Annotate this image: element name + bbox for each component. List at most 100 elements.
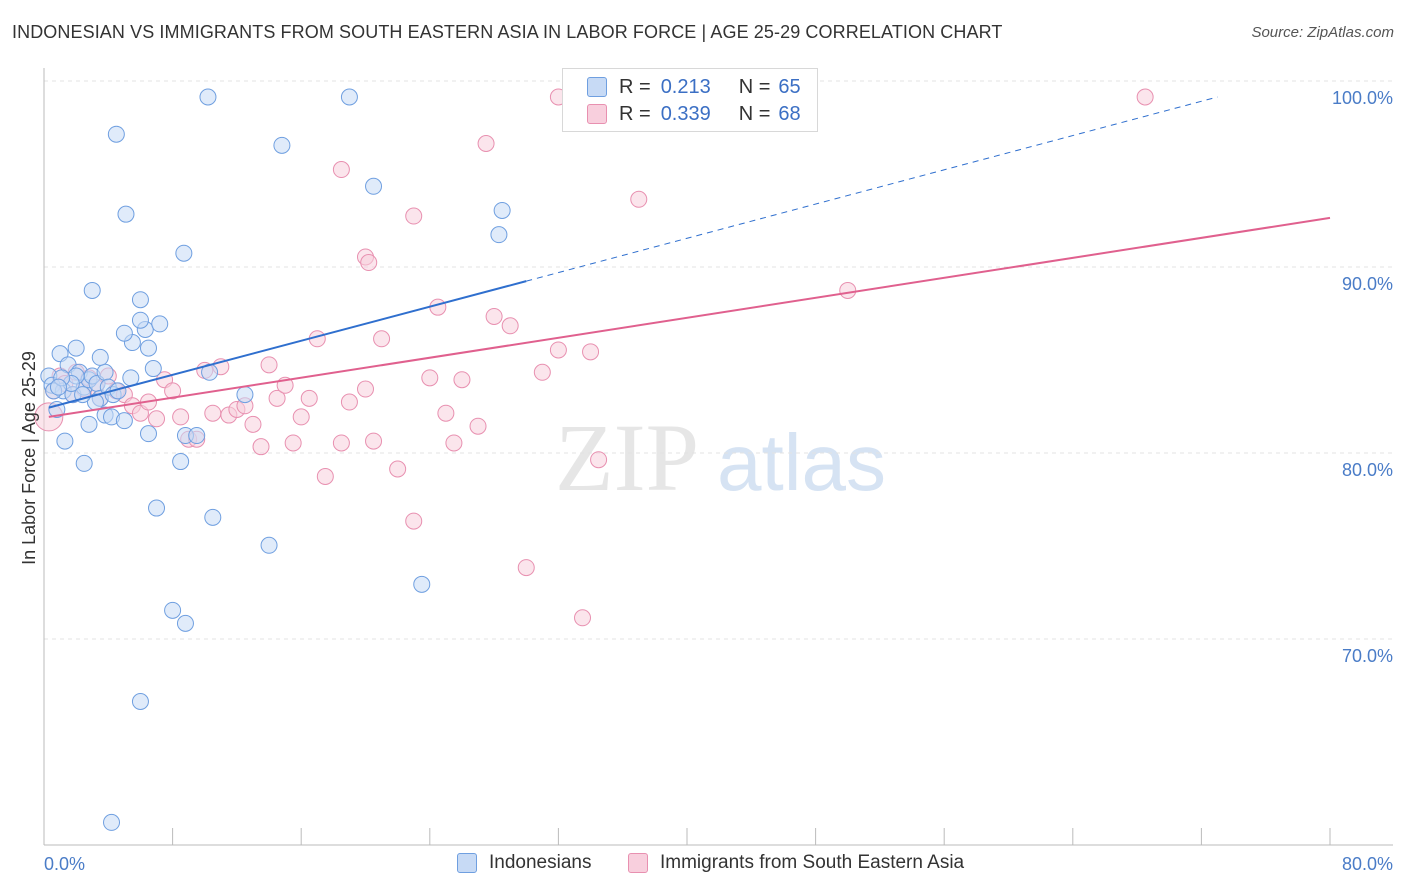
indonesian-point [164, 601, 182, 619]
indonesian-point [107, 125, 125, 143]
legend-n-label: N = [738, 102, 771, 125]
immigrant-point [268, 389, 286, 407]
legend-swatch-pink [587, 104, 607, 124]
indonesian-point [148, 499, 166, 517]
immigrant-point [340, 393, 358, 411]
chart-title: INDONESIAN VS IMMIGRANTS FROM SOUTH EAST… [12, 22, 1003, 42]
indonesian-point [176, 614, 194, 632]
indonesians-trend-extension [526, 96, 1218, 282]
immigrant-point [172, 408, 190, 426]
y-tick-label: 80.0% [1342, 460, 1393, 480]
immigrant-point [429, 298, 447, 316]
legend-item-immigrants[interactable]: Immigrants from South Eastern Asia [628, 852, 964, 874]
indonesian-point [273, 136, 291, 154]
immigrant-point [1136, 88, 1154, 106]
indonesian-point [365, 177, 383, 195]
data-points [34, 88, 1154, 831]
immigrant-point [517, 559, 535, 577]
indonesian-point [131, 291, 149, 309]
indonesian-point [172, 453, 190, 471]
immigrant-point [582, 343, 600, 361]
immigrant-point [590, 451, 608, 469]
immigrant-point [533, 363, 551, 381]
indonesian-point [67, 339, 85, 357]
indonesian-point [80, 415, 98, 433]
legend-r-label: R = [619, 75, 651, 98]
immigrant-point [316, 467, 334, 485]
indonesian-point [493, 201, 511, 219]
indonesian-point [115, 324, 133, 342]
legend-row-indonesians: R = 0.213 N = 65 [587, 75, 801, 99]
immigrant-point [453, 371, 471, 389]
indonesian-point [151, 315, 169, 333]
legend-label-indonesians: Indonesians [489, 852, 592, 873]
legend-r-value: 0.339 [660, 102, 711, 125]
immigrant-point [332, 161, 350, 179]
indonesian-point [75, 454, 93, 472]
immigrant-point [477, 135, 495, 152]
indonesian-point [490, 226, 508, 244]
immigrant-point [549, 341, 567, 359]
watermark-zip: ZIP [555, 404, 699, 511]
indonesian-point [413, 575, 431, 593]
indonesian-point [117, 205, 135, 223]
immigrant-point [284, 434, 302, 452]
immigrant-point [332, 434, 350, 452]
legend-n-value: 68 [778, 102, 801, 125]
indonesian-point [236, 386, 254, 404]
legend-n-value: 65 [778, 75, 801, 98]
immigrant-point [630, 190, 648, 208]
immigrant-point [148, 410, 166, 428]
ticks: 70.0% 80.0% 90.0% 100.0% [43, 88, 1393, 845]
indonesian-point [139, 425, 157, 443]
stats-legend: R = 0.213 N = 65 R = 0.339 N = 68 [562, 68, 818, 132]
indonesian-point [204, 508, 222, 526]
immigrants-trend-line [48, 216, 1331, 418]
legend-label-immigrants: Immigrants from South Eastern Asia [660, 852, 965, 873]
indonesian-point [131, 311, 149, 329]
immigrant-point [260, 356, 278, 374]
indonesian-point [340, 88, 358, 106]
legend-swatch-blue [587, 77, 607, 97]
immigrant-point [252, 438, 270, 456]
indonesian-point [56, 432, 74, 450]
legend-item-indonesians[interactable]: Indonesians [457, 852, 591, 874]
indonesian-point [48, 400, 66, 418]
y-axis-title: In Labor Force | Age 25-29 [19, 351, 39, 565]
immigrant-point [574, 609, 592, 627]
indonesian-point [188, 427, 206, 445]
immigrant-point [292, 408, 310, 426]
immigrant-point [365, 432, 383, 450]
immigrant-point [445, 434, 463, 452]
immigrant-point [485, 307, 503, 325]
immigrant-point [437, 404, 455, 422]
indonesian-point [139, 339, 157, 357]
y-tick-label: 70.0% [1342, 646, 1393, 666]
indonesian-point [199, 88, 217, 106]
immigrant-point [421, 369, 439, 387]
legend-swatch-indonesians [457, 853, 477, 873]
indonesian-point [83, 281, 101, 299]
x-tick-label-min: 0.0% [44, 854, 85, 874]
immigrant-point [360, 254, 378, 272]
immigrant-point [501, 317, 519, 335]
indonesian-point [49, 378, 67, 396]
y-tick-label: 90.0% [1342, 274, 1393, 294]
immigrant-point [469, 417, 487, 435]
immigrant-point [373, 330, 391, 348]
legend-row-immigrants: R = 0.339 N = 68 [587, 102, 801, 126]
immigrant-point [204, 404, 222, 422]
axes [43, 68, 1393, 846]
indonesians-trend-line [48, 280, 527, 409]
indonesian-point [115, 412, 133, 430]
y-tick-label: 100.0% [1332, 88, 1393, 108]
watermark-atlas: atlas [717, 418, 886, 507]
immigrant-point [839, 281, 857, 299]
immigrant-point [389, 460, 407, 478]
indonesian-point [175, 244, 193, 262]
gridlines [44, 80, 1393, 640]
legend-n-label: N = [738, 75, 771, 98]
immigrant-point [164, 382, 182, 400]
indonesian-point [144, 360, 162, 378]
